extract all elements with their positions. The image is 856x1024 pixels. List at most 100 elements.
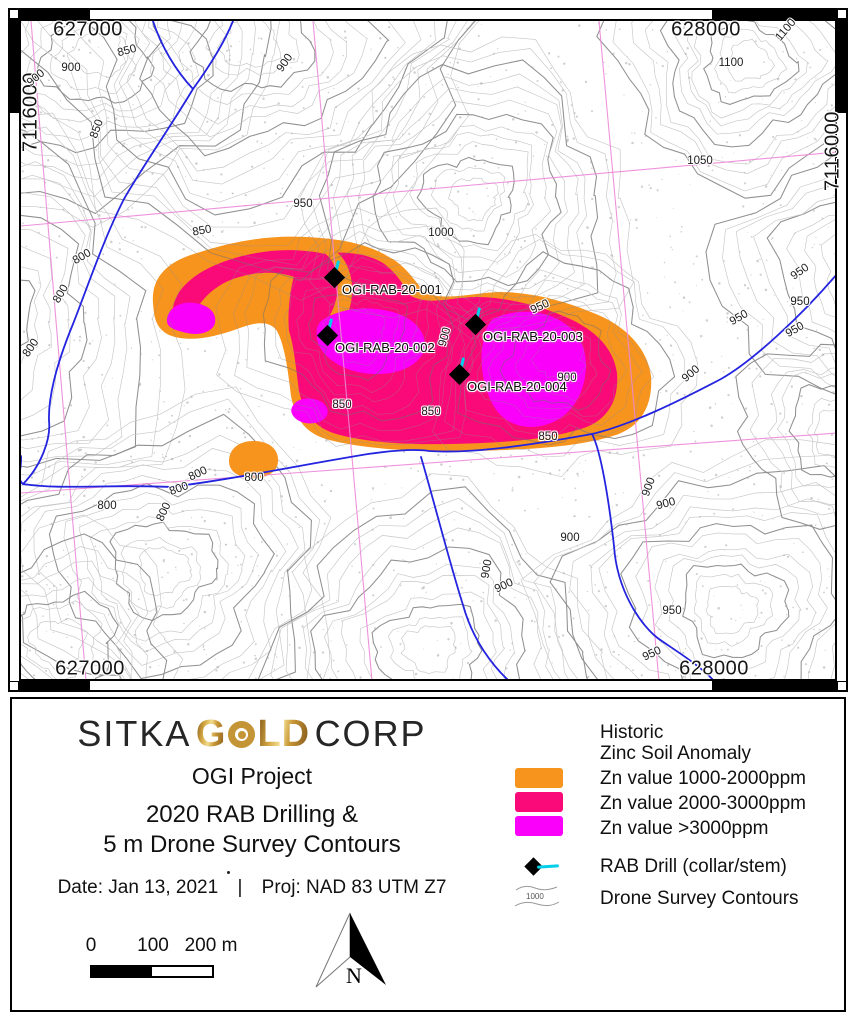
speckle-dot [402,133,404,136]
speckle-dot [81,475,83,478]
speckle-dot [828,470,832,473]
project-name: OGI Project [191,763,313,789]
contour-line [302,527,543,679]
speckle-dot [275,554,279,557]
speckle-dot [701,585,704,588]
speckle-dot [322,628,324,631]
speckle-dot [678,174,680,176]
speckle-dot [740,455,743,458]
speckle-dot [45,630,47,632]
speckle-dot [555,588,557,590]
speckle-dot [513,236,516,238]
contour-line [416,236,515,246]
speckle-dot [119,621,122,624]
speckle-dot [119,648,123,651]
speckle-dot [220,173,223,176]
speckle-dot [437,453,440,457]
contour-line [706,586,759,634]
speckle-dot [277,102,280,105]
contour-line [357,99,568,291]
speckle-dot [252,213,254,215]
speckle-dot [84,311,87,315]
speckle-dot [370,498,372,500]
speckle-dot [342,54,344,57]
speckle-dot [649,83,652,86]
speckle-dot [392,76,395,79]
contour-line [21,21,214,154]
legend-label: Drone Survey Contours [600,888,799,909]
speckle-dot [527,448,530,451]
speckle-dot [83,383,86,386]
speckle-dot [803,51,805,54]
speckle-dot [24,529,26,532]
contour-line [340,575,506,679]
speckle-dot [226,426,229,429]
speckle-dot [746,328,749,331]
speckle-dot [37,436,40,439]
speckle-dot [130,347,133,349]
speckle-dot [29,338,32,341]
speckle-dot [285,465,288,467]
contour-line [308,289,409,381]
speckle-dot [316,541,319,544]
contour-line [149,21,368,138]
speckle-dot [161,453,164,456]
speckle-dot [642,454,645,457]
speckle-dot [271,523,273,525]
speckle-dot [819,243,821,246]
speckle-dot [132,176,134,178]
speckle-dot [187,670,189,672]
legend-heading: Historic Zinc Soil Anomaly [600,722,751,764]
speckle-dot [286,58,290,62]
contour-line [813,409,835,458]
contour-line [21,21,199,141]
speckle-dot [807,137,809,139]
speckle-dot [673,359,675,361]
speckle-dot [714,473,718,477]
speckle-dot [481,116,484,118]
speckle-dot [258,327,260,329]
speckle-dot [162,456,165,459]
speckle-dot [78,335,82,338]
speckle-dot [24,81,26,83]
speckle-dot [127,590,129,592]
speckle-dot [219,142,221,144]
speckle-dot [688,76,691,79]
terrain-speckle [21,21,835,679]
speckle-dot [132,103,134,106]
speckle-dot [214,409,217,412]
speckle-dot [682,675,685,679]
speckle-dot [830,433,834,437]
speckle-dot [731,667,734,670]
speckle-dot [786,613,788,616]
speckle-dot [659,338,662,341]
speckle-dot [379,37,382,40]
speckle-dot [781,639,783,641]
map-frame [8,8,848,692]
speckle-dot [573,112,576,114]
speckle-dot [764,592,767,595]
speckle-dot [210,119,213,122]
speckle-dot [397,46,399,49]
speckle-dot [658,628,660,631]
speckle-dot [387,123,391,127]
speckle-dot [278,139,280,141]
speckle-dot [787,644,790,647]
speckle-dot [282,413,285,416]
contour-line [661,21,837,147]
speckle-dot [566,469,569,472]
speckle-dot [163,400,165,403]
speckle-dot [179,59,182,62]
speckle-dot [721,355,723,357]
speckle-dot [757,325,758,327]
speckle-dot [574,532,576,534]
speckle-dot [162,597,164,599]
speckle-dot [92,228,94,230]
speckle-dot [468,493,471,496]
speckle-dot [257,37,260,39]
speckle-dot [575,115,579,118]
contour-line [706,125,836,444]
speckle-dot [472,211,474,213]
speckle-dot [425,70,427,72]
contour-line [431,167,505,231]
